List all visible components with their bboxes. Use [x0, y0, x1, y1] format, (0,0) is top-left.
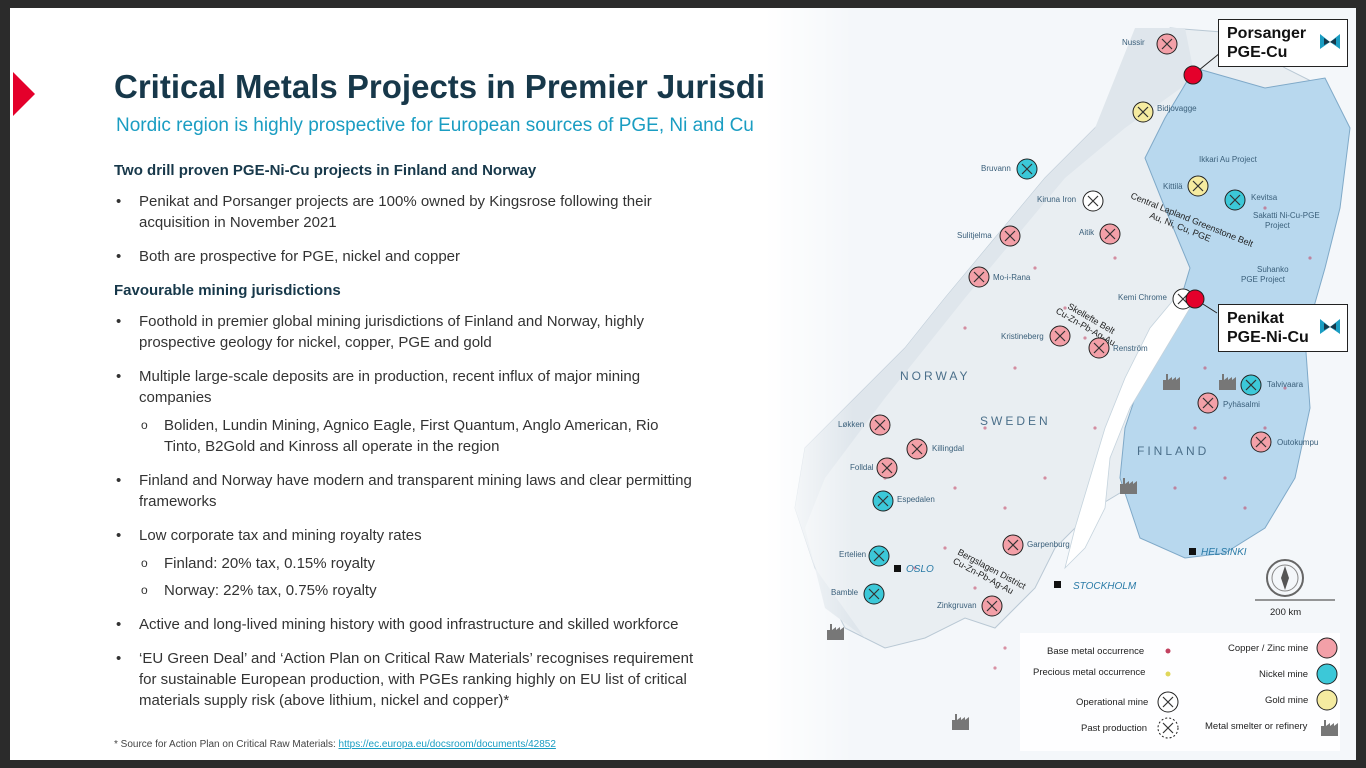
city-label-stockholm: STOCKHOLM: [1073, 581, 1137, 592]
bullet-history: Active and long-lived mining history wit…: [114, 614, 694, 635]
legend-precious-dot: [1165, 671, 1171, 677]
porsanger-callout: Porsanger PGE-Cu: [1218, 19, 1348, 67]
city-marker-oslo: [894, 565, 901, 572]
porsanger-callout-text: Porsanger PGE-Cu: [1227, 25, 1307, 61]
sub-bullet-norway-tax: Norway: 22% tax, 0.75% royalty: [114, 580, 694, 601]
operational-pick: [1162, 696, 1174, 708]
label-renstrom: Renström: [1113, 344, 1148, 353]
label-kevitsa: Kevitsa: [1251, 193, 1278, 202]
legend-gold: Gold mine: [1265, 695, 1308, 706]
label-sakatti-project: Project: [1265, 221, 1291, 230]
bullet-deposits: Multiple large-scale deposits are in pro…: [114, 366, 694, 408]
bullet-ownership: Penikat and Porsanger projects are 100% …: [114, 191, 694, 233]
smelter-icons: [827, 374, 1236, 730]
penikat-callout: Penikat PGE-Ni-Cu: [1218, 304, 1348, 352]
country-label-finland: FINLAND: [1137, 444, 1209, 458]
penikat-marker: [1185, 289, 1205, 309]
label-aitik: Aitik: [1079, 228, 1095, 237]
bullet-eu: ‘EU Green Deal’ and ‘Action Plan on Crit…: [114, 648, 694, 711]
body-content: Two drill proven PGE-Ni-Cu projects in F…: [114, 160, 694, 724]
legend-operational: Operational mine: [1076, 697, 1148, 708]
label-zinkgruvan: Zinkgruvan: [937, 601, 977, 610]
label-folldal: Folldal: [850, 463, 874, 472]
bullet-laws: Finland and Norway have modern and trans…: [114, 470, 694, 512]
footnote-link[interactable]: https://ec.europa.eu/docsroom/documents/…: [338, 739, 556, 750]
label-bamble: Bamble: [831, 588, 859, 597]
penikat-callout-text: Penikat PGE-Ni-Cu: [1227, 310, 1309, 346]
kingsrose-logo-icon: [1320, 34, 1340, 49]
footnote-text: * Source for Action Plan on Critical Raw…: [114, 739, 339, 750]
label-talvivaara: Talvivaara: [1267, 380, 1304, 389]
legend-past: Past production: [1081, 723, 1147, 734]
compass-needle: [1281, 566, 1289, 590]
section-heading-projects: Two drill proven PGE-Ni-Cu projects in F…: [114, 162, 537, 179]
legend-base-dot: [1165, 648, 1171, 654]
label-garpenburg: Garpenburg: [1027, 540, 1070, 549]
bullet-foothold: Foothold in premier global mining jurisd…: [114, 311, 694, 353]
map-canvas: NORWAY SWEDEN FINLAND Central Lapland Gr…: [765, 8, 1356, 760]
label-nussir: Nussir: [1122, 38, 1145, 47]
copper-zinc-icon: [1316, 637, 1338, 659]
bullet-tax: Low corporate tax and mining royalty rat…: [114, 525, 694, 546]
legend-copper-zinc: Copper / Zinc mine: [1228, 643, 1308, 654]
kingsrose-logo-icon: [1320, 319, 1340, 334]
smelter-icon: [827, 624, 844, 640]
compass-inner: [1271, 564, 1299, 592]
label-suhanko: Suhanko: [1257, 265, 1289, 274]
smelter-icon: [1120, 478, 1137, 494]
sub-bullet-finland-tax: Finland: 20% tax, 0.15% royalty: [114, 553, 694, 574]
label-pyhasalmi: Pyhäsalmi: [1223, 400, 1260, 409]
city-label-helsinki: HELSINKI: [1201, 547, 1247, 558]
label-ikkari: Ikkari Au Project: [1199, 155, 1258, 164]
pick-glyphs: [868, 38, 1267, 612]
label-outokumpu: Outokumpu: [1277, 438, 1318, 447]
nickel-icon: [1316, 663, 1338, 685]
smelter-icon: [952, 714, 969, 730]
label-kemi: Kemi Chrome: [1118, 293, 1167, 302]
label-suhanko-project: PGE Project: [1241, 275, 1286, 284]
section-heading-jurisdictions: Favourable mining jurisdictions: [114, 282, 341, 299]
label-ertelien: Ertelien: [839, 550, 866, 559]
label-kristineberg: Kristineberg: [1001, 332, 1044, 341]
page-subtitle: Nordic region is highly prospective for …: [116, 115, 754, 136]
country-label-norway: NORWAY: [900, 369, 970, 383]
label-kittila: Kittilä: [1163, 182, 1183, 191]
past-pick: [1162, 722, 1174, 734]
smelter-legend-icon: [1321, 720, 1338, 736]
legend-nickel: Nickel mine: [1259, 669, 1308, 680]
legend-smelter: Metal smelter or refinery: [1205, 721, 1308, 732]
nordic-map: NORWAY SWEDEN FINLAND Central Lapland Gr…: [765, 8, 1356, 760]
scale-label: 200 km: [1270, 607, 1301, 618]
gold-icon: [1316, 689, 1338, 711]
bullet-prospective: Both are prospective for PGE, nickel and…: [114, 246, 694, 267]
label-kiruna: Kiruna Iron: [1037, 195, 1076, 204]
city-label-oslo: OSLO: [906, 564, 934, 575]
legend-precious-metal: Precious metal occurrence: [1033, 667, 1145, 678]
label-sulitjelma: Sulitjelma: [957, 231, 992, 240]
smelter-icon: [1163, 374, 1180, 390]
smelter-icon: [1219, 374, 1236, 390]
slide: Critical Metals Projects in Premier Juri…: [10, 8, 1356, 760]
label-sakatti: Sakatti Ni-Cu-PGE: [1253, 211, 1320, 220]
porsanger-marker: [1183, 65, 1203, 85]
legend-background: [1020, 633, 1340, 751]
city-marker-stockholm: [1054, 581, 1061, 588]
country-label-sweden: SWEDEN: [980, 414, 1051, 428]
occurrence-dots: [883, 206, 1312, 670]
label-killingdal: Killingdal: [932, 444, 964, 453]
label-bidjovagge: Bidjovagge: [1157, 104, 1197, 113]
label-espedalen: Espedalen: [897, 495, 935, 504]
label-moirana: Mo-i-Rana: [993, 273, 1031, 282]
sub-bullet-majors: Boliden, Lundin Mining, Agnico Eagle, Fi…: [114, 415, 694, 457]
compass-icon: [1266, 559, 1304, 597]
footnote: * Source for Action Plan on Critical Raw…: [114, 739, 556, 750]
label-lokken: Løkken: [838, 420, 864, 429]
page-title: Critical Metals Projects in Premier Juri…: [114, 68, 863, 105]
city-marker-helsinki: [1189, 548, 1196, 555]
label-bruvann: Bruvann: [981, 164, 1011, 173]
legend-base-metal: Base metal occurrence: [1047, 646, 1144, 657]
map-legend: Base metal occurrence Precious metal occ…: [1020, 633, 1340, 751]
section-marker: [13, 72, 35, 116]
